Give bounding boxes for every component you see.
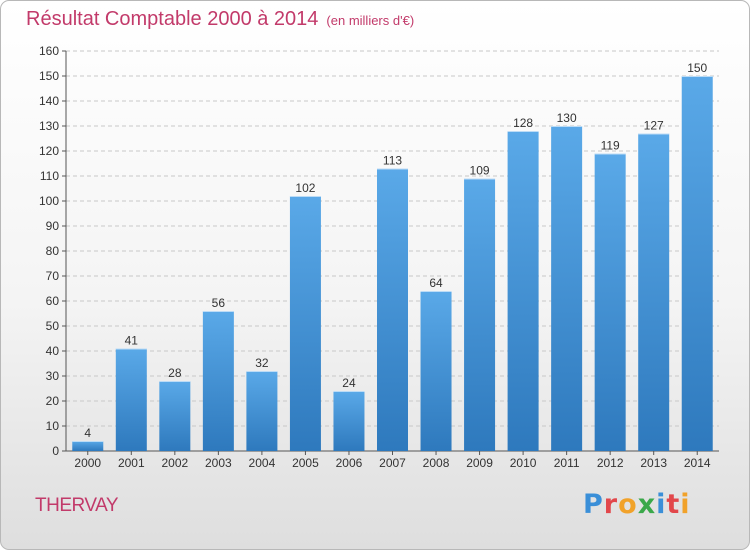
bar-value-label: 128 (513, 116, 533, 130)
logo-letter: t (666, 489, 681, 520)
y-tick-label: 60 (46, 294, 60, 308)
bar (377, 168, 408, 451)
x-tick-label: 2006 (336, 456, 363, 470)
y-tick-label: 150 (39, 69, 59, 83)
bar (159, 381, 191, 451)
bar (202, 311, 234, 451)
y-tick-label: 130 (39, 119, 59, 133)
bar-value-label: 41 (125, 334, 139, 348)
logo-letter: i (656, 489, 667, 520)
bar-value-label: 113 (383, 154, 402, 168)
y-tick-label: 110 (40, 169, 59, 183)
bar (115, 348, 147, 451)
bar (681, 76, 713, 451)
bar-value-label: 64 (429, 276, 443, 290)
logo-letter: P (583, 489, 604, 520)
title-unit: (en milliers d'€) (326, 13, 415, 28)
bar (594, 153, 626, 451)
x-tick-label: 2013 (640, 456, 667, 470)
y-tick-label: 40 (46, 344, 60, 358)
y-tick-label: 50 (46, 319, 60, 333)
title-text: Résultat Comptable 2000 à 2014 (26, 8, 319, 30)
x-tick-label: 2007 (379, 456, 406, 470)
x-tick-label: 2003 (205, 456, 232, 470)
y-tick-label: 10 (46, 419, 60, 433)
chart-title: Résultat Comptable 2000 à 2014 (en millie… (26, 8, 414, 31)
y-tick-label: 70 (46, 269, 60, 283)
location-name: THERVAY (35, 495, 119, 516)
logo-letter: o (618, 489, 638, 520)
y-tick-label: 0 (52, 444, 59, 458)
x-tick-label: 2002 (161, 456, 188, 470)
x-tick-label: 2004 (249, 456, 276, 470)
y-tick-label: 20 (46, 394, 60, 408)
logo-letter: i (680, 489, 691, 520)
x-tick-label: 2010 (510, 456, 537, 470)
bar-value-label: 32 (255, 356, 269, 370)
y-tick-label: 100 (39, 194, 59, 208)
bar-value-label: 109 (470, 164, 490, 178)
bar (333, 391, 365, 451)
bar (464, 178, 496, 451)
bar (289, 196, 321, 451)
y-tick-label: 140 (39, 94, 59, 108)
x-tick-label: 2014 (684, 456, 711, 470)
y-tick-label: 120 (39, 144, 59, 158)
bar-value-label: 56 (212, 296, 226, 310)
y-tick-label: 160 (39, 44, 59, 58)
bar (551, 126, 583, 451)
x-tick-label: 2009 (466, 456, 493, 470)
bar-value-label: 28 (168, 366, 182, 380)
y-tick-label: 80 (46, 244, 60, 258)
x-tick-label: 2000 (74, 456, 101, 470)
x-tick-label: 2011 (554, 456, 580, 470)
bar (72, 441, 104, 451)
bar-value-label: 150 (687, 61, 707, 75)
y-tick-label: 90 (46, 219, 60, 233)
x-tick-label: 2008 (423, 456, 450, 470)
x-tick-label: 2012 (597, 456, 624, 470)
bar (420, 291, 452, 451)
bar-value-label: 24 (342, 376, 356, 390)
bar (638, 133, 670, 451)
logo-letter: r (603, 489, 619, 520)
bar-value-label: 102 (295, 181, 315, 195)
bar-value-label: 4 (84, 426, 91, 440)
bar (246, 371, 278, 451)
x-tick-label: 2001 (118, 456, 145, 470)
x-tick-label: 2005 (292, 456, 319, 470)
proxiti-logo: Proxiti (583, 489, 691, 520)
bar (507, 131, 539, 451)
bar-value-label: 127 (644, 119, 664, 133)
y-tick-label: 30 (46, 369, 60, 383)
logo-letter: x (637, 489, 657, 520)
bar-value-label: 130 (557, 111, 577, 125)
bar-value-label: 119 (601, 139, 620, 153)
